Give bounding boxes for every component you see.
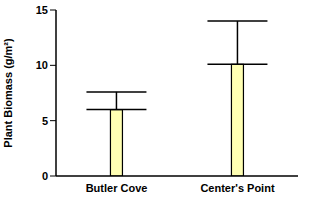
- svg-text:Center's Point: Center's Point: [200, 182, 274, 194]
- svg-text:10: 10: [36, 59, 48, 71]
- svg-text:0: 0: [42, 170, 48, 182]
- svg-text:Plant Biomass (g/m²): Plant Biomass (g/m²): [8, 38, 14, 148]
- svg-text:5: 5: [42, 115, 48, 127]
- svg-text:15: 15: [36, 4, 48, 16]
- svg-text:Butler Cove: Butler Cove: [86, 182, 148, 194]
